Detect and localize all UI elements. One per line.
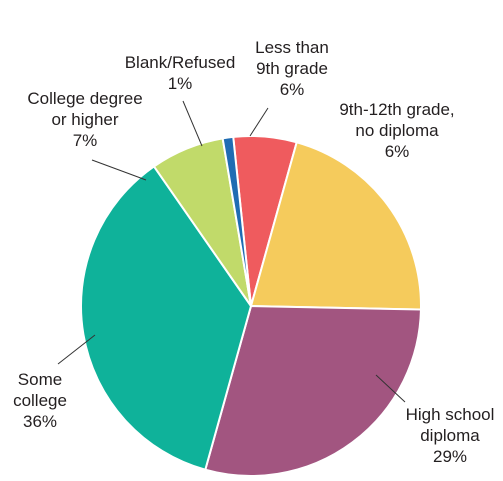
- slice-percent-label: 6%: [280, 80, 305, 99]
- slice-label-3: Some college 36%: [13, 370, 67, 431]
- slice-percent-label: 7%: [73, 131, 98, 150]
- leader-line-0: [249, 107, 269, 137]
- slice-category-label: Blank/Refused: [125, 53, 236, 72]
- slice-category-label: Some: [18, 370, 62, 389]
- slice-category-label: diploma: [420, 426, 480, 445]
- slice-category-label: Less than: [255, 38, 329, 57]
- pie-slice-3: [80, 165, 253, 471]
- slice-percent-label: 29%: [433, 447, 467, 466]
- slice-labels: Less than 9th grade 6% 9th-12th grade, no di…: [13, 38, 494, 466]
- slice-percent-label: 1%: [168, 74, 193, 93]
- slice-label-2: High school diploma 29%: [406, 405, 495, 466]
- slice-category-label: or higher: [51, 110, 118, 129]
- slice-category-label: College degree: [27, 89, 142, 108]
- slice-category-label: 9th grade: [256, 59, 328, 78]
- slice-category-label: 9th-12th grade,: [339, 100, 454, 119]
- slice-category-label: college: [13, 391, 67, 410]
- leader-lines: [57, 100, 406, 403]
- pie-slices: [80, 135, 422, 477]
- slice-label-0: Less than 9th grade 6%: [255, 38, 329, 99]
- pie-slice-1: [249, 141, 422, 311]
- pie-slice-5: [221, 135, 252, 307]
- slice-category-label: High school: [406, 405, 495, 424]
- slice-label-1: 9th-12th grade, no diploma 6%: [339, 100, 454, 161]
- slice-category-label: no diploma: [355, 121, 439, 140]
- leader-line-2: [375, 374, 406, 403]
- slice-percent-label: 6%: [385, 142, 410, 161]
- slice-percent-label: 36%: [23, 412, 57, 431]
- slice-label-5: Blank/Refused 1%: [125, 53, 236, 93]
- leader-line-3: [57, 334, 96, 365]
- leader-line-5: [182, 100, 203, 147]
- leader-line-4: [91, 159, 147, 181]
- pie-slice-2: [204, 304, 422, 477]
- slice-label-4: College degree or higher 7%: [27, 89, 142, 150]
